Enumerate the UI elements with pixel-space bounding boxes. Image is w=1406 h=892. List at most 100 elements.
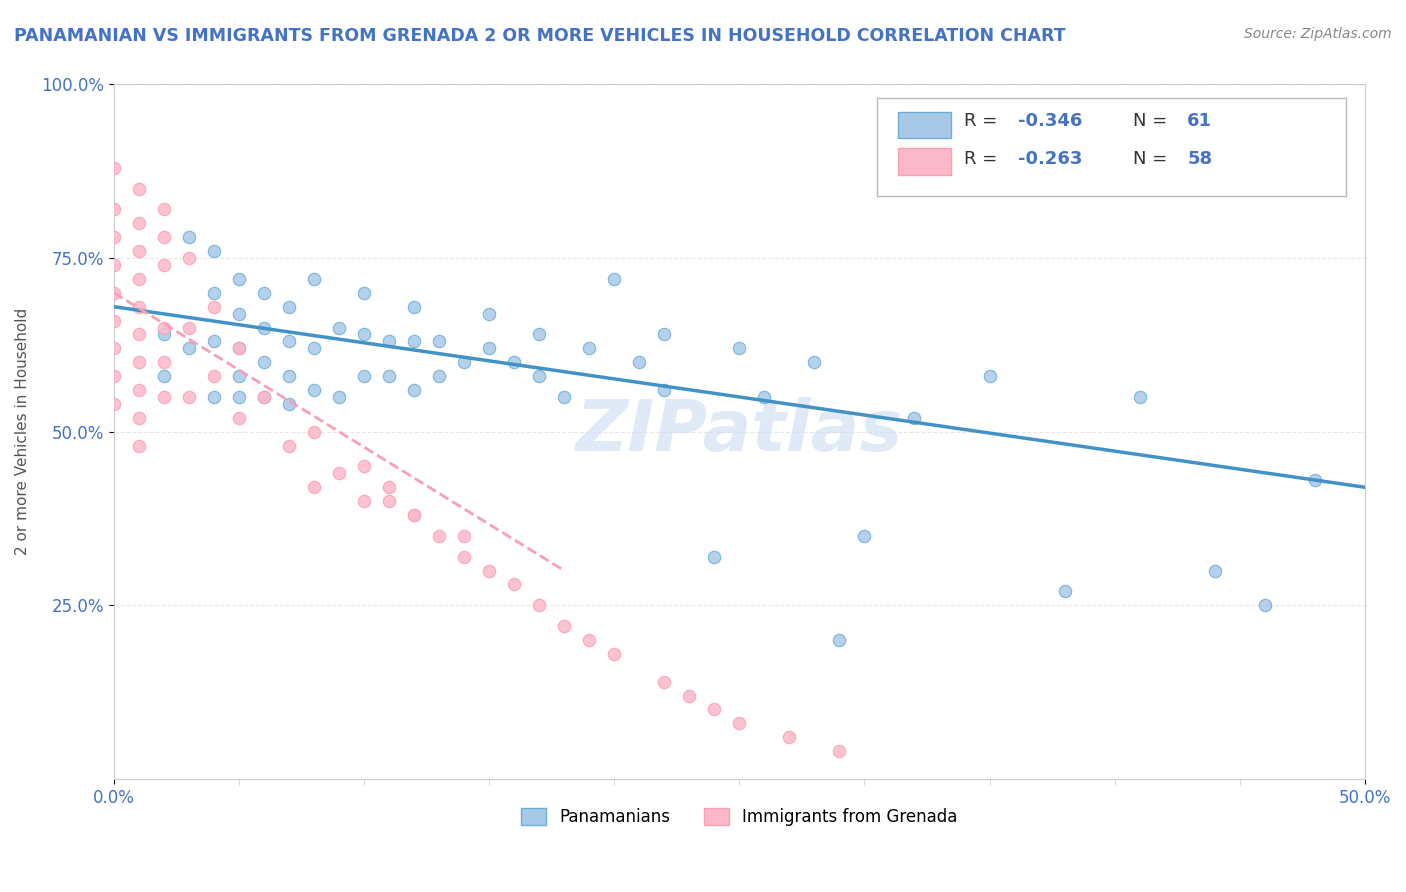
Point — [128, 272, 150, 286]
Point — [754, 390, 776, 404]
Text: 61: 61 — [1187, 112, 1212, 130]
Point — [128, 410, 150, 425]
Point — [427, 369, 450, 384]
Text: 58: 58 — [1187, 150, 1212, 168]
Point — [177, 342, 200, 356]
Point — [478, 564, 501, 578]
Point — [478, 342, 501, 356]
Point — [1053, 584, 1076, 599]
Point — [202, 369, 225, 384]
Point — [103, 285, 125, 300]
Point — [278, 300, 301, 314]
Point — [202, 300, 225, 314]
Point — [153, 390, 176, 404]
Point — [278, 439, 301, 453]
Point — [278, 369, 301, 384]
Point — [253, 285, 276, 300]
Point — [177, 251, 200, 265]
Point — [652, 327, 675, 342]
Point — [177, 390, 200, 404]
Text: ZIPatlas: ZIPatlas — [575, 397, 903, 467]
Point — [703, 702, 725, 716]
Point — [1254, 599, 1277, 613]
FancyBboxPatch shape — [898, 148, 950, 175]
Point — [302, 425, 325, 439]
Point — [728, 716, 751, 731]
Point — [378, 480, 401, 494]
Point — [703, 549, 725, 564]
Point — [427, 529, 450, 543]
Point — [652, 383, 675, 397]
Point — [103, 202, 125, 217]
Point — [328, 390, 350, 404]
Point — [328, 467, 350, 481]
Point — [228, 307, 250, 321]
Point — [678, 689, 700, 703]
Point — [153, 202, 176, 217]
Point — [979, 369, 1001, 384]
Point — [453, 355, 475, 369]
FancyBboxPatch shape — [898, 112, 950, 138]
Point — [253, 355, 276, 369]
Point — [228, 342, 250, 356]
Point — [378, 494, 401, 508]
Point — [153, 320, 176, 334]
Point — [853, 529, 876, 543]
Point — [103, 369, 125, 384]
Point — [652, 674, 675, 689]
Point — [527, 327, 550, 342]
Point — [527, 369, 550, 384]
Point — [353, 285, 375, 300]
Point — [404, 300, 426, 314]
Point — [603, 647, 626, 661]
Point — [378, 334, 401, 349]
Point — [253, 390, 276, 404]
Point — [302, 383, 325, 397]
Point — [103, 258, 125, 272]
Point — [128, 244, 150, 259]
Point — [404, 334, 426, 349]
Point — [202, 244, 225, 259]
Point — [228, 410, 250, 425]
Point — [828, 633, 851, 648]
Point — [128, 439, 150, 453]
Point — [803, 355, 825, 369]
Point — [603, 272, 626, 286]
Point — [478, 307, 501, 321]
Text: -0.346: -0.346 — [1018, 112, 1083, 130]
Text: PANAMANIAN VS IMMIGRANTS FROM GRENADA 2 OR MORE VEHICLES IN HOUSEHOLD CORRELATIO: PANAMANIAN VS IMMIGRANTS FROM GRENADA 2 … — [14, 27, 1066, 45]
Point — [128, 383, 150, 397]
Point — [503, 577, 526, 591]
Point — [453, 549, 475, 564]
Point — [527, 599, 550, 613]
Point — [278, 397, 301, 411]
Text: -0.263: -0.263 — [1018, 150, 1083, 168]
Text: R =: R = — [965, 112, 1004, 130]
Point — [778, 731, 800, 745]
Text: Source: ZipAtlas.com: Source: ZipAtlas.com — [1244, 27, 1392, 41]
Text: R =: R = — [965, 150, 1004, 168]
Point — [1129, 390, 1152, 404]
Point — [1303, 473, 1326, 487]
Point — [128, 216, 150, 230]
Point — [153, 230, 176, 244]
Point — [228, 342, 250, 356]
Point — [202, 285, 225, 300]
Point — [202, 334, 225, 349]
Point — [353, 459, 375, 474]
Point — [553, 390, 575, 404]
Point — [153, 258, 176, 272]
Point — [103, 397, 125, 411]
Point — [153, 369, 176, 384]
Point — [578, 342, 600, 356]
Point — [202, 390, 225, 404]
Point — [103, 230, 125, 244]
Point — [253, 320, 276, 334]
Point — [103, 313, 125, 327]
Point — [128, 355, 150, 369]
Point — [378, 369, 401, 384]
Point — [228, 272, 250, 286]
Point — [177, 230, 200, 244]
Point — [628, 355, 651, 369]
Point — [328, 320, 350, 334]
